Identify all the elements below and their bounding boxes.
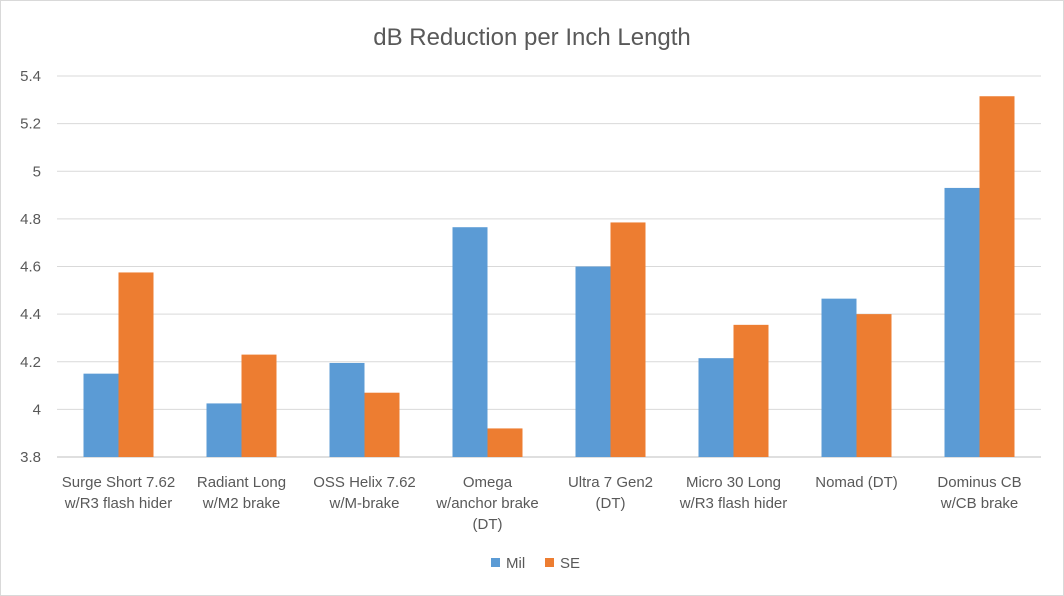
x-category-label: Surge Short 7.62 w/R3 flash hider [62,474,175,512]
y-axis-tick-labels: 3.8 4 4.2 4.4 4.6 4.8 5 5.2 5.4 [20,68,41,466]
y-tick-label: 5.4 [20,68,41,85]
y-tick-label: 4 [33,401,41,418]
bar-mil-5 [698,358,734,457]
bar-se-0 [118,272,154,457]
legend-swatch-mil [491,558,500,567]
x-category-label: Ultra 7 Gen2 (DT) [568,474,653,512]
bar-mil-6 [821,298,857,457]
legend-swatch-se [545,558,554,567]
bar-mil-7 [944,187,980,457]
legend: Mil SE [491,555,580,572]
y-tick-label: 3.8 [20,449,41,466]
bar-mil-0 [83,373,119,457]
bar-se-2 [364,392,400,457]
bar-mil-1 [206,403,242,457]
y-tick-label: 4.6 [20,259,41,276]
bar-mil-4 [575,266,611,457]
bar-mil-2 [329,362,365,457]
legend-label-se: SE [560,555,580,572]
bar-se-1 [241,354,277,457]
bar-mil-3 [452,227,488,457]
x-category-label: Nomad (DT) [815,474,898,491]
bar-se-7 [979,96,1015,457]
x-category-label: Micro 30 Long w/R3 flash hider [679,474,788,512]
y-tick-label: 4.2 [20,354,41,371]
x-category-label: Dominus CB w/CB brake [937,474,1021,512]
bar-se-5 [733,324,769,457]
y-tick-label: 4.8 [20,211,41,228]
gridlines [57,75,1041,458]
bar-se-4 [610,222,646,457]
bars [83,96,1015,457]
bar-se-6 [856,314,892,457]
x-axis-category-labels: Surge Short 7.62 w/R3 flash hider Radiant … [62,474,1022,533]
y-tick-label: 4.4 [20,306,41,323]
chart-title: dB Reduction per Inch Length [373,24,691,51]
x-category-label: OSS Helix 7.62 w/M-brake [313,474,416,512]
y-tick-label: 5 [33,163,41,180]
x-category-label: Omega w/anchor brake (DT) [435,474,539,533]
bar-se-3 [487,428,523,457]
x-category-label: Radiant Long w/M2 brake [197,474,286,512]
y-tick-label: 5.2 [20,116,41,133]
legend-label-mil: Mil [506,555,525,572]
